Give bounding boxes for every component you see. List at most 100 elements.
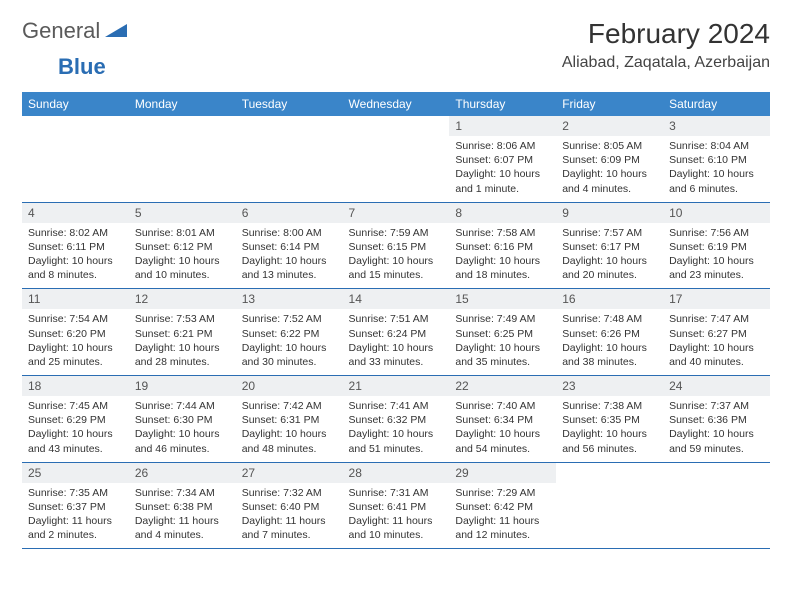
sunrise-text: Sunrise: 8:06 AM xyxy=(455,139,550,153)
daylight-text: Daylight: 10 hours and 25 minutes. xyxy=(28,341,123,369)
daylight-text: Daylight: 10 hours and 33 minutes. xyxy=(349,341,444,369)
daylight-text: Daylight: 10 hours and 15 minutes. xyxy=(349,254,444,282)
sunset-text: Sunset: 6:10 PM xyxy=(669,153,764,167)
day-details: Sunrise: 7:56 AMSunset: 6:19 PMDaylight:… xyxy=(663,223,770,289)
daylight-text: Daylight: 10 hours and 4 minutes. xyxy=(562,167,657,195)
sunset-text: Sunset: 6:38 PM xyxy=(135,500,230,514)
day-details: Sunrise: 7:34 AMSunset: 6:38 PMDaylight:… xyxy=(129,483,236,549)
day-number: 11 xyxy=(22,289,129,309)
sunset-text: Sunset: 6:22 PM xyxy=(242,327,337,341)
sunrise-text: Sunrise: 8:00 AM xyxy=(242,226,337,240)
day-number: 25 xyxy=(22,463,129,483)
day-number: 7 xyxy=(343,203,450,223)
calendar-table: Sunday Monday Tuesday Wednesday Thursday… xyxy=(22,92,770,549)
day-header-row: Sunday Monday Tuesday Wednesday Thursday… xyxy=(22,92,770,116)
daylight-text: Daylight: 10 hours and 48 minutes. xyxy=(242,427,337,455)
calendar-cell: 25Sunrise: 7:35 AMSunset: 6:37 PMDayligh… xyxy=(22,462,129,549)
sunrise-text: Sunrise: 7:47 AM xyxy=(669,312,764,326)
day-details: Sunrise: 7:41 AMSunset: 6:32 PMDaylight:… xyxy=(343,396,450,462)
month-title: February 2024 xyxy=(562,18,770,50)
calendar-cell xyxy=(556,462,663,549)
day-number xyxy=(22,116,129,122)
day-number: 12 xyxy=(129,289,236,309)
calendar-cell: 27Sunrise: 7:32 AMSunset: 6:40 PMDayligh… xyxy=(236,462,343,549)
day-number: 2 xyxy=(556,116,663,136)
calendar-cell: 11Sunrise: 7:54 AMSunset: 6:20 PMDayligh… xyxy=(22,289,129,376)
day-number: 16 xyxy=(556,289,663,309)
sunset-text: Sunset: 6:34 PM xyxy=(455,413,550,427)
day-number: 18 xyxy=(22,376,129,396)
day-number: 5 xyxy=(129,203,236,223)
day-details: Sunrise: 8:01 AMSunset: 6:12 PMDaylight:… xyxy=(129,223,236,289)
day-header: Monday xyxy=(129,92,236,116)
day-details: Sunrise: 7:45 AMSunset: 6:29 PMDaylight:… xyxy=(22,396,129,462)
sunset-text: Sunset: 6:19 PM xyxy=(669,240,764,254)
day-number xyxy=(129,116,236,122)
day-number: 8 xyxy=(449,203,556,223)
daylight-text: Daylight: 10 hours and 30 minutes. xyxy=(242,341,337,369)
day-number xyxy=(663,463,770,469)
day-header: Saturday xyxy=(663,92,770,116)
daylight-text: Daylight: 11 hours and 2 minutes. xyxy=(28,514,123,542)
calendar-cell: 16Sunrise: 7:48 AMSunset: 6:26 PMDayligh… xyxy=(556,289,663,376)
sunset-text: Sunset: 6:14 PM xyxy=(242,240,337,254)
sunrise-text: Sunrise: 8:02 AM xyxy=(28,226,123,240)
sunset-text: Sunset: 6:40 PM xyxy=(242,500,337,514)
day-details: Sunrise: 7:52 AMSunset: 6:22 PMDaylight:… xyxy=(236,309,343,375)
sunset-text: Sunset: 6:25 PM xyxy=(455,327,550,341)
daylight-text: Daylight: 10 hours and 51 minutes. xyxy=(349,427,444,455)
sunrise-text: Sunrise: 7:37 AM xyxy=(669,399,764,413)
sunrise-text: Sunrise: 8:05 AM xyxy=(562,139,657,153)
sunset-text: Sunset: 6:35 PM xyxy=(562,413,657,427)
sunset-text: Sunset: 6:32 PM xyxy=(349,413,444,427)
calendar-cell: 20Sunrise: 7:42 AMSunset: 6:31 PMDayligh… xyxy=(236,376,343,463)
sunrise-text: Sunrise: 7:58 AM xyxy=(455,226,550,240)
day-number xyxy=(343,116,450,122)
day-details: Sunrise: 7:40 AMSunset: 6:34 PMDaylight:… xyxy=(449,396,556,462)
calendar-cell: 22Sunrise: 7:40 AMSunset: 6:34 PMDayligh… xyxy=(449,376,556,463)
daylight-text: Daylight: 10 hours and 8 minutes. xyxy=(28,254,123,282)
daylight-text: Daylight: 10 hours and 1 minute. xyxy=(455,167,550,195)
day-details: Sunrise: 7:47 AMSunset: 6:27 PMDaylight:… xyxy=(663,309,770,375)
calendar-cell: 8Sunrise: 7:58 AMSunset: 6:16 PMDaylight… xyxy=(449,202,556,289)
daylight-text: Daylight: 10 hours and 54 minutes. xyxy=(455,427,550,455)
daylight-text: Daylight: 10 hours and 10 minutes. xyxy=(135,254,230,282)
sunset-text: Sunset: 6:12 PM xyxy=(135,240,230,254)
day-number xyxy=(236,116,343,122)
sunset-text: Sunset: 6:11 PM xyxy=(28,240,123,254)
calendar-week-row: 1Sunrise: 8:06 AMSunset: 6:07 PMDaylight… xyxy=(22,116,770,202)
daylight-text: Daylight: 10 hours and 13 minutes. xyxy=(242,254,337,282)
calendar-cell: 6Sunrise: 8:00 AMSunset: 6:14 PMDaylight… xyxy=(236,202,343,289)
logo: General xyxy=(22,18,129,44)
daylight-text: Daylight: 10 hours and 56 minutes. xyxy=(562,427,657,455)
day-number: 21 xyxy=(343,376,450,396)
day-number: 20 xyxy=(236,376,343,396)
daylight-text: Daylight: 10 hours and 46 minutes. xyxy=(135,427,230,455)
day-details: Sunrise: 7:37 AMSunset: 6:36 PMDaylight:… xyxy=(663,396,770,462)
sunrise-text: Sunrise: 7:45 AM xyxy=(28,399,123,413)
day-details: Sunrise: 8:06 AMSunset: 6:07 PMDaylight:… xyxy=(449,136,556,202)
day-details: Sunrise: 7:42 AMSunset: 6:31 PMDaylight:… xyxy=(236,396,343,462)
calendar-cell xyxy=(129,116,236,202)
sunset-text: Sunset: 6:26 PM xyxy=(562,327,657,341)
calendar-cell: 15Sunrise: 7:49 AMSunset: 6:25 PMDayligh… xyxy=(449,289,556,376)
daylight-text: Daylight: 10 hours and 28 minutes. xyxy=(135,341,230,369)
day-number: 22 xyxy=(449,376,556,396)
calendar-cell: 21Sunrise: 7:41 AMSunset: 6:32 PMDayligh… xyxy=(343,376,450,463)
daylight-text: Daylight: 11 hours and 7 minutes. xyxy=(242,514,337,542)
calendar-cell: 5Sunrise: 8:01 AMSunset: 6:12 PMDaylight… xyxy=(129,202,236,289)
calendar-cell xyxy=(236,116,343,202)
day-number: 15 xyxy=(449,289,556,309)
calendar-cell: 1Sunrise: 8:06 AMSunset: 6:07 PMDaylight… xyxy=(449,116,556,202)
calendar-week-row: 18Sunrise: 7:45 AMSunset: 6:29 PMDayligh… xyxy=(22,376,770,463)
calendar-cell: 7Sunrise: 7:59 AMSunset: 6:15 PMDaylight… xyxy=(343,202,450,289)
day-details: Sunrise: 7:38 AMSunset: 6:35 PMDaylight:… xyxy=(556,396,663,462)
day-number: 17 xyxy=(663,289,770,309)
day-number: 28 xyxy=(343,463,450,483)
day-details: Sunrise: 7:57 AMSunset: 6:17 PMDaylight:… xyxy=(556,223,663,289)
daylight-text: Daylight: 11 hours and 10 minutes. xyxy=(349,514,444,542)
sunset-text: Sunset: 6:37 PM xyxy=(28,500,123,514)
sunset-text: Sunset: 6:21 PM xyxy=(135,327,230,341)
day-details: Sunrise: 8:02 AMSunset: 6:11 PMDaylight:… xyxy=(22,223,129,289)
sunrise-text: Sunrise: 8:01 AM xyxy=(135,226,230,240)
